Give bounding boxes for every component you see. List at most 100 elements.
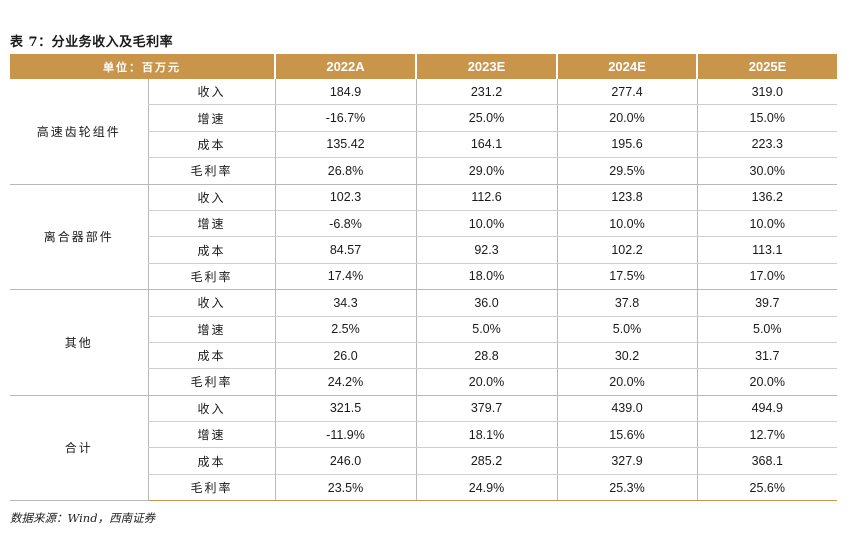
metric-label: 成本 — [147, 342, 275, 370]
metric-label: 成本 — [147, 131, 275, 159]
value-cell: 26.8% — [274, 157, 416, 185]
value-cell: 20.0% — [415, 368, 557, 396]
table-row: 毛利率 23.5% 24.9% 25.3% 25.6% — [10, 474, 837, 502]
value-cell: 20.0% — [556, 368, 697, 396]
revenue-table-container: 单位：百万元 2022A 2023E 2024E 2025E 高速齿轮组件 收入 1… — [10, 54, 837, 502]
value-cell: 18.0% — [415, 263, 557, 291]
table-row: 成本 26.0 28.8 30.2 31.7 — [10, 342, 837, 370]
value-cell: 285.2 — [415, 447, 557, 475]
value-cell: 31.7 — [696, 342, 837, 370]
metric-label: 毛利率 — [147, 263, 275, 291]
value-cell: 20.0% — [696, 368, 837, 396]
value-cell: 184.9 — [274, 79, 416, 106]
metric-label: 增速 — [147, 104, 275, 132]
metric-label: 收入 — [147, 395, 275, 423]
value-cell: 28.8 — [415, 342, 557, 370]
value-cell: -11.9% — [274, 421, 416, 449]
value-cell: 112.6 — [415, 184, 557, 211]
table-row: 增速 2.5% 5.0% 5.0% 5.0% — [10, 316, 837, 343]
value-cell: 30.2 — [556, 342, 697, 370]
segment-name: 合计 — [10, 395, 148, 502]
value-cell: 327.9 — [556, 447, 697, 475]
unit-label: 单位：百万元 — [10, 54, 275, 79]
value-cell: 18.1% — [415, 421, 557, 449]
value-cell: -6.8% — [274, 210, 416, 238]
table-row: 毛利率 24.2% 20.0% 20.0% 20.0% — [10, 368, 837, 396]
table-row: 增速 -6.8% 10.0% 10.0% 10.0% — [10, 210, 837, 238]
value-cell: 277.4 — [556, 79, 697, 106]
metric-label: 成本 — [147, 447, 275, 475]
value-cell: 24.2% — [274, 368, 416, 396]
year-header: 2025E — [696, 54, 837, 79]
value-cell: 10.0% — [415, 210, 557, 238]
segment-name: 高速齿轮组件 — [10, 79, 148, 185]
value-cell: 34.3 — [274, 289, 416, 317]
value-cell: 368.1 — [696, 447, 837, 475]
value-cell: 17.5% — [556, 263, 697, 291]
table-row: 合计 收入 321.5 379.7 439.0 494.9 — [10, 395, 837, 502]
year-header: 2022A — [274, 54, 416, 79]
metric-label: 毛利率 — [147, 157, 275, 185]
value-cell: 223.3 — [696, 131, 837, 159]
value-cell: 10.0% — [556, 210, 697, 238]
value-cell: 84.57 — [274, 236, 416, 264]
value-cell: 15.0% — [696, 104, 837, 132]
year-header: 2024E — [556, 54, 697, 79]
value-cell: 92.3 — [415, 236, 557, 264]
table-row: 毛利率 17.4% 18.0% 17.5% 17.0% — [10, 263, 837, 291]
value-cell: 24.9% — [415, 474, 557, 502]
value-cell: 10.0% — [696, 210, 837, 238]
year-header: 2023E — [415, 54, 557, 79]
value-cell: 494.9 — [696, 395, 837, 423]
value-cell: 2.5% — [274, 316, 416, 343]
value-cell: 17.0% — [696, 263, 837, 291]
value-cell: 195.6 — [556, 131, 697, 159]
value-cell: 15.6% — [556, 421, 697, 449]
value-cell: 102.3 — [274, 184, 416, 211]
value-cell: 5.0% — [556, 316, 697, 343]
value-cell: 39.7 — [696, 289, 837, 317]
value-cell: 321.5 — [274, 395, 416, 423]
value-cell: 135.42 — [274, 131, 416, 159]
value-cell: 164.1 — [415, 131, 557, 159]
value-cell: 5.0% — [415, 316, 557, 343]
revenue-margin-table: 单位：百万元 2022A 2023E 2024E 2025E 高速齿轮组件 收入 1… — [10, 54, 837, 502]
source-note: 数据来源：Wind，西南证券 — [10, 511, 156, 525]
value-cell: 102.2 — [556, 236, 697, 264]
table-row: 其他 收入 34.3 36.0 37.8 39.7 — [10, 289, 837, 396]
value-cell: 12.7% — [696, 421, 837, 449]
table-row: 高速齿轮组件 收入 184.9 231.2 277.4 319.0 — [10, 79, 837, 185]
segment-name: 其他 — [10, 289, 148, 396]
value-cell: 379.7 — [415, 395, 557, 423]
value-cell: 23.5% — [274, 474, 416, 502]
value-cell: 231.2 — [415, 79, 557, 106]
table-row: 离合器部件 收入 102.3 112.6 123.8 136.2 — [10, 184, 837, 291]
value-cell: 439.0 — [556, 395, 697, 423]
metric-label: 毛利率 — [147, 474, 275, 502]
table-row: 增速 -16.7% 25.0% 20.0% 15.0% — [10, 104, 837, 132]
value-cell: 25.3% — [556, 474, 697, 502]
value-cell: 319.0 — [696, 79, 837, 106]
value-cell: 123.8 — [556, 184, 697, 211]
table-row: 毛利率 26.8% 29.0% 29.5% 30.0% — [10, 157, 837, 185]
header-row: 单位：百万元 2022A 2023E 2024E 2025E — [10, 54, 837, 79]
metric-label: 增速 — [147, 210, 275, 238]
segment-name: 离合器部件 — [10, 184, 148, 291]
table-title: 表 7：分业务收入及毛利率 — [10, 35, 174, 50]
value-cell: 36.0 — [415, 289, 557, 317]
metric-label: 增速 — [147, 316, 275, 343]
value-cell: 5.0% — [696, 316, 837, 343]
metric-label: 增速 — [147, 421, 275, 449]
value-cell: 17.4% — [274, 263, 416, 291]
table-body: 高速齿轮组件 收入 184.9 231.2 277.4 319.0 增速 -16.7% 25.0… — [10, 79, 837, 502]
value-cell: 30.0% — [696, 157, 837, 185]
table-row: 成本 246.0 285.2 327.9 368.1 — [10, 447, 837, 475]
value-cell: 29.5% — [556, 157, 697, 185]
metric-label: 收入 — [147, 184, 275, 211]
value-cell: 37.8 — [556, 289, 697, 317]
value-cell: -16.7% — [274, 104, 416, 132]
value-cell: 25.6% — [696, 474, 837, 502]
value-cell: 26.0 — [274, 342, 416, 370]
table-row: 成本 135.42 164.1 195.6 223.3 — [10, 131, 837, 159]
value-cell: 246.0 — [274, 447, 416, 475]
